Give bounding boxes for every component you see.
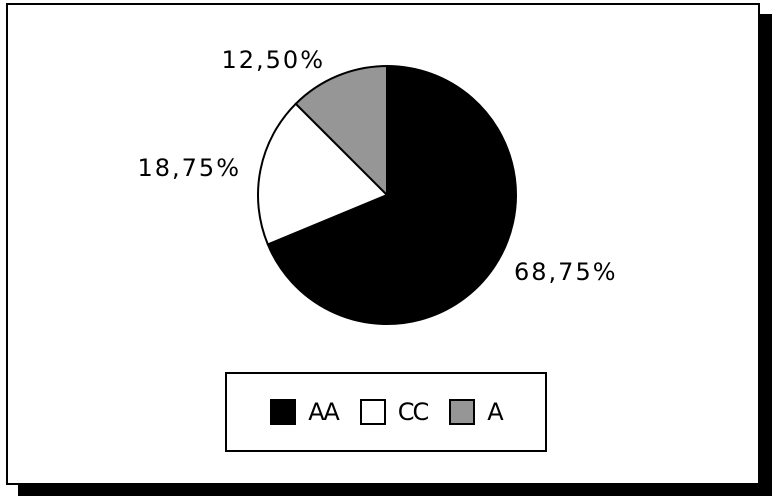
- data-label-cc: 18,75%: [137, 154, 241, 182]
- legend-label-cc: CC: [397, 398, 429, 426]
- legend-item-aa: AA: [270, 398, 340, 426]
- legend-label-a: A: [487, 398, 503, 426]
- data-label-aa: 68,75%: [514, 258, 618, 286]
- legend-swatch-a: [449, 399, 476, 425]
- pie-slice-cc: [257, 102, 389, 246]
- legend-swatch-cc: [359, 399, 386, 425]
- legend-item-cc: CC: [359, 398, 429, 426]
- pie-slice-a: [294, 64, 388, 198]
- data-label-a: 12,50%: [221, 46, 325, 74]
- legend: AA CC A: [225, 372, 547, 452]
- legend-swatch-aa: [270, 399, 297, 425]
- legend-label-aa: AA: [308, 398, 339, 426]
- legend-item-a: A: [449, 398, 504, 426]
- pie-slice-aa: [266, 64, 517, 325]
